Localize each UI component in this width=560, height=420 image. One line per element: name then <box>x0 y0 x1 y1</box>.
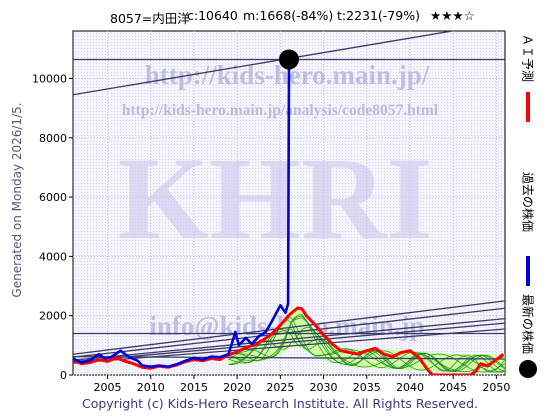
x-tick-label: 2025 <box>266 381 294 394</box>
copyright: Copyright (c) Kids-Hero Research Institu… <box>81 396 479 411</box>
chart-header: 8057=内田洋 c:10640 m:1668(-84%) t:2231(-79… <box>0 8 560 26</box>
legend-ai-forecast: ＡＩ予測 <box>514 28 542 124</box>
trend-line-3 <box>73 307 505 358</box>
trend-line-8 <box>73 355 505 360</box>
watermark-big: KHRI <box>118 133 433 264</box>
forecast-wave-1 <box>228 315 505 373</box>
y-tick-label: 8000 <box>39 132 67 145</box>
x-tick-label: 2010 <box>137 381 165 394</box>
x-tick-label: 2015 <box>180 381 208 394</box>
x-tick-label: 2030 <box>310 381 338 394</box>
blue-line-icon <box>526 256 530 286</box>
past-price-line <box>73 59 291 369</box>
x-axis: 2005 2010 2015 2020 2025 2030 2035 2040 2045 2050 <box>94 375 510 394</box>
y-tick-label: 2000 <box>39 310 67 323</box>
watermark-url2: http://kids-hero.main.jp/analysis/code80… <box>122 102 439 119</box>
y-axis: 0 2000 4000 6000 8000 10000 <box>32 72 73 382</box>
x-tick-label: 2035 <box>353 381 381 394</box>
stock-code-name: 8057=内田洋 <box>110 11 190 26</box>
generated-date-label: Generated on Monday 2026/1/5. <box>6 40 28 360</box>
forecast-band-area <box>228 306 505 374</box>
latest-price-dot <box>279 49 299 70</box>
y-tick-label: 6000 <box>39 191 67 204</box>
min-price: m:1668(-84%) <box>243 8 334 23</box>
red-line-icon <box>526 92 530 122</box>
x-tick-label: 2020 <box>223 381 251 394</box>
current-price: c:10640 <box>187 8 238 23</box>
y-tick-label: 0 <box>60 369 67 382</box>
legend-latest-price: 最新の株価 <box>514 294 542 380</box>
price-lines <box>73 59 505 375</box>
ai-forecast-line <box>73 306 505 375</box>
x-tick-label: 2050 <box>482 381 510 394</box>
trend-line-2 <box>73 300 505 355</box>
forecast-wave-7 <box>228 317 505 373</box>
y-tick-label: 10000 <box>32 72 67 85</box>
latest-price-marker <box>279 49 299 70</box>
y-tick-label: 4000 <box>39 250 67 263</box>
legend-latest-label: 最新の株価 <box>520 293 535 355</box>
legend-past-label: 過去の株価 <box>520 171 535 233</box>
legend: ＡＩ予測 過去の株価 最新の株価 <box>514 28 542 380</box>
legend-ai-label: ＡＩ予測 <box>520 33 535 83</box>
trend-line-5 <box>73 318 505 361</box>
x-tick-label: 2045 <box>439 381 467 394</box>
x-tick-label: 2005 <box>94 381 122 394</box>
trend-line-6 <box>73 322 505 363</box>
legend-past-price: 過去の株価 <box>514 158 542 288</box>
target-price: t:2231(-79%) <box>337 8 420 23</box>
black-dot-icon <box>519 360 537 378</box>
generated-date-text: Generated on Monday 2026/1/5. <box>10 102 24 298</box>
x-tick-label: 2040 <box>396 381 424 394</box>
forecast-wave-6 <box>228 320 505 373</box>
rating-stars: ★★★☆ <box>430 8 475 23</box>
